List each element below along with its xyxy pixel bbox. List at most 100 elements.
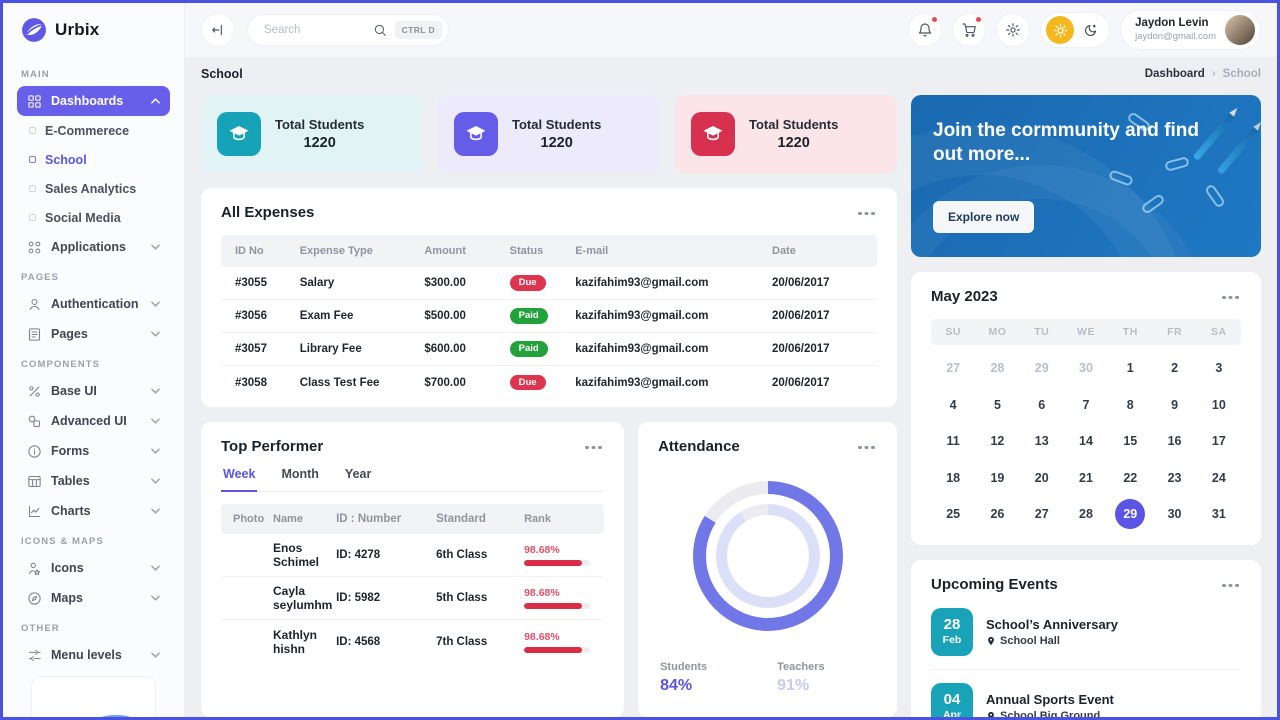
weekday-label: SU (945, 326, 961, 338)
sidebar-item-menu-levels[interactable]: Menu levels (17, 640, 170, 670)
list-item: 04 Apr Annual Sports Event School Big Gr… (931, 669, 1241, 717)
calendar-day[interactable]: 9 (1171, 397, 1179, 412)
dark-mode-button[interactable] (1076, 16, 1104, 44)
page-title: School (201, 67, 243, 81)
sun-icon (1053, 23, 1067, 37)
cart-button[interactable] (952, 13, 987, 47)
calendar-day[interactable]: 27 (1034, 507, 1049, 521)
performer-rank: 98.68% (524, 544, 560, 556)
user-menu[interactable]: Jaydon Levin jaydon@gmail.com (1120, 10, 1261, 50)
sidebar-item-tables[interactable]: Tables (17, 466, 170, 496)
logo[interactable]: Urbix (3, 3, 184, 57)
graduation-cap-icon (217, 112, 261, 156)
sidebar-item-ecommerce[interactable]: E-Commerece (17, 116, 170, 145)
calendar-day[interactable]: 27 (946, 361, 961, 375)
expense-type: Exam Fee (299, 310, 354, 322)
more-options-icon[interactable] (857, 442, 877, 452)
calendar-day[interactable]: 17 (1211, 434, 1226, 448)
calendar-day[interactable]: 8 (1126, 397, 1134, 412)
more-options-icon[interactable] (857, 208, 877, 218)
status-badge: Due (509, 374, 546, 391)
tab-year[interactable]: Year (344, 467, 372, 481)
sidebar-item-charts[interactable]: Charts (17, 496, 170, 526)
sidebar-item-sales-analytics[interactable]: Sales Analytics (17, 174, 170, 203)
calendar-day[interactable]: 28 (990, 361, 1005, 375)
section-label-other: OTHER (21, 623, 60, 634)
calendar-day[interactable]: 19 (990, 470, 1005, 485)
calendar-day[interactable]: 10 (1211, 397, 1226, 412)
calendar-day[interactable]: 30 (1167, 507, 1182, 521)
calendar-day[interactable]: 2 (1171, 361, 1179, 375)
breadcrumb-separator-icon: › (1211, 68, 1216, 80)
calendar-day[interactable]: 25 (946, 507, 961, 521)
teachers-value: 91% (777, 677, 810, 694)
sidebar-item-advanced-ui[interactable]: Advanced UI (17, 406, 170, 436)
tab-week[interactable]: Week (221, 465, 258, 492)
calendar-day[interactable]: 23 (1167, 470, 1182, 485)
sidebar-item-pages[interactable]: Pages (17, 319, 170, 349)
calendar-day[interactable]: 31 (1211, 507, 1226, 521)
sidebar-item-authentication[interactable]: Authentication (17, 289, 170, 319)
stat-label: Total Students (275, 117, 365, 132)
settings-button[interactable] (996, 13, 1031, 47)
sidebar-item-icons[interactable]: Icons (17, 553, 170, 583)
search-input[interactable] (262, 23, 365, 37)
notifications-button[interactable] (908, 13, 943, 47)
logo-text: Urbix (55, 20, 100, 39)
calendar-day[interactable]: 16 (1167, 434, 1182, 448)
card-title: Top Performer (221, 438, 324, 455)
calendar-day[interactable]: 14 (1079, 434, 1093, 448)
calendar-day[interactable]: 11 (946, 434, 960, 448)
calendar-day[interactable]: 26 (990, 507, 1005, 521)
calendar-day[interactable]: 4 (949, 397, 957, 412)
breadcrumb: Dashboard › School (1145, 68, 1261, 80)
calendar-day[interactable]: 20 (1034, 470, 1049, 485)
sidebar-item-social-media[interactable]: Social Media (17, 203, 170, 232)
section-label-icons-maps: ICONS & MAPS (21, 536, 104, 547)
sidebar-item-maps[interactable]: Maps (17, 583, 170, 613)
calendar-day[interactable]: 13 (1034, 434, 1049, 448)
chevron-down-icon (151, 331, 160, 337)
gear-icon (1006, 23, 1020, 37)
more-options-icon[interactable] (584, 442, 604, 452)
sidebar-item-applications[interactable]: Applications (17, 232, 170, 262)
calendar-day[interactable]: 28 (1079, 507, 1093, 521)
weekday-label: WE (1077, 326, 1095, 338)
calendar-day[interactable]: 24 (1211, 470, 1226, 485)
calendar-day[interactable]: 6 (1038, 397, 1046, 412)
calendar-day[interactable]: 22 (1123, 470, 1138, 485)
calendar-day[interactable]: 5 (993, 397, 1001, 412)
section-label-pages: PAGES (21, 272, 60, 283)
tab-month[interactable]: Month (281, 467, 319, 481)
calendar-day[interactable]: 21 (1079, 470, 1093, 485)
sidebar-item-forms[interactable]: Forms (17, 436, 170, 466)
calendar-day[interactable]: 18 (946, 470, 961, 485)
light-mode-button[interactable] (1046, 16, 1075, 44)
top-bar: CTRL D (185, 3, 1277, 57)
sidebar-item-label: Base UI (51, 384, 97, 398)
star-person-icon (28, 562, 41, 575)
user-icon (29, 298, 40, 310)
explore-now-button[interactable]: Explore now (933, 201, 1035, 233)
status-badge: Paid (509, 341, 548, 357)
sidebar-item-base-ui[interactable]: Base UI (17, 376, 170, 406)
calendar-day[interactable]: 7 (1082, 397, 1090, 412)
breadcrumb-dashboard[interactable]: Dashboard (1144, 68, 1205, 80)
table-header: Photo Name ID : Number Standard Rank (221, 504, 605, 534)
table-row: #3057 Library Fee $600.00 Paid kazifahim… (221, 333, 877, 366)
calendar-day[interactable]: 15 (1123, 434, 1138, 448)
calendar-day[interactable]: 30 (1079, 361, 1093, 375)
sidebar-collapse-button[interactable] (201, 13, 235, 47)
calendar-day[interactable]: 12 (990, 434, 1005, 448)
calendar-day[interactable]: 1 (1126, 361, 1134, 375)
expense-email: kazifahim93@gmail.com (575, 310, 709, 322)
calendar-day[interactable]: 29 (1034, 361, 1049, 375)
calendar-day-selected[interactable]: 29 (1115, 499, 1146, 529)
sidebar-item-dashboards[interactable]: Dashboards (17, 86, 170, 116)
calendar-day[interactable]: 3 (1215, 361, 1223, 375)
bullet-icon (29, 214, 36, 221)
performer-standard: 7th Class (436, 635, 488, 648)
more-options-icon[interactable] (1221, 292, 1241, 302)
more-options-icon[interactable] (1221, 580, 1241, 590)
sidebar-item-school[interactable]: School (17, 145, 170, 174)
